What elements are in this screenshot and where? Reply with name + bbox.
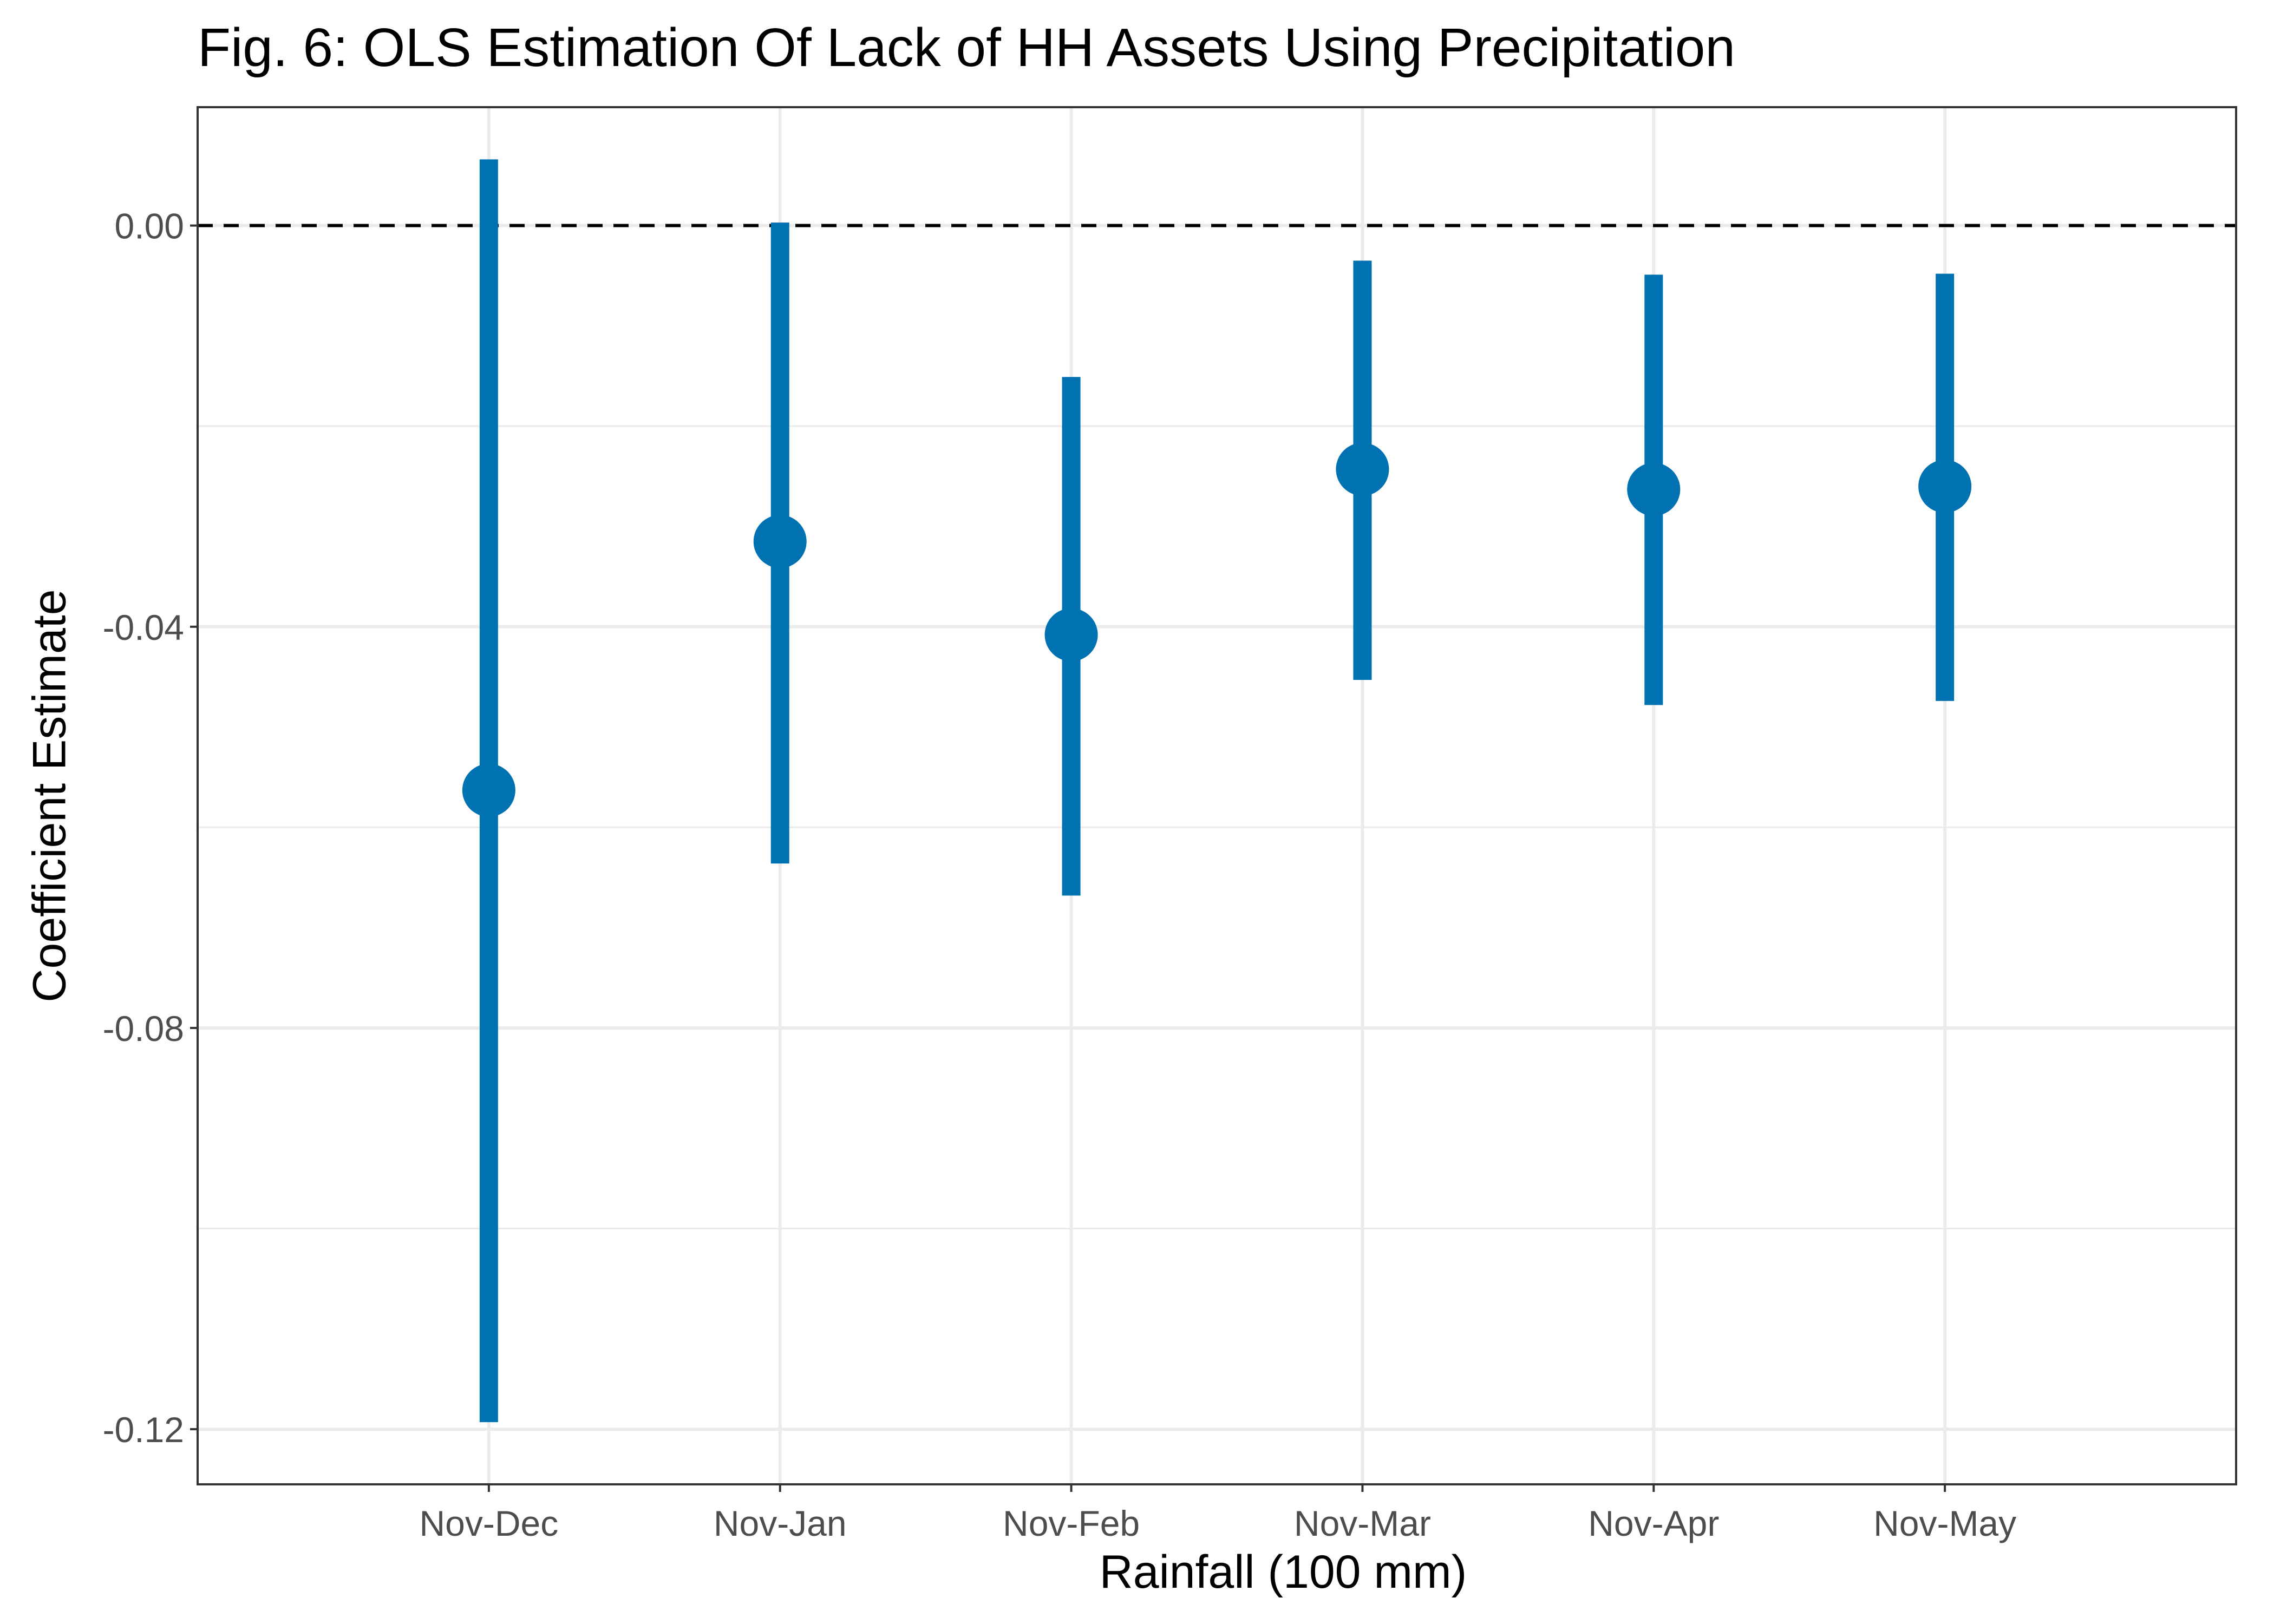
chart-title: Fig. 6: OLS Estimation Of Lack of HH Ass… [198,17,1736,78]
point-estimate [753,515,807,568]
point-estimate [1336,442,1389,496]
x-tick-label: Nov-Apr [1588,1503,1719,1543]
point-estimate [1044,608,1098,662]
axes-group: 0.00 -0.04 -0.08 -0.12 Nov-Dec Nov-Jan Nov-Feb… [103,106,2237,1543]
x-tick-label: Nov-Mar [1294,1503,1431,1543]
y-tick-label: 0.00 [115,206,184,246]
grid-lines [198,107,2236,1484]
plot-background [198,107,2236,1484]
plot-border [197,106,2237,1485]
x-tick-label: Nov-Dec [419,1503,558,1543]
x-tick-label: Nov-Jan [714,1503,847,1543]
y-tick-label: -0.12 [103,1410,184,1450]
point-estimate [1918,460,1972,513]
y-tick-label: -0.08 [103,1009,184,1049]
y-tick-label: -0.04 [103,607,184,647]
point-estimate [462,763,515,817]
x-tick-label: Nov-Feb [1003,1503,1140,1543]
y-axis-title: Coefficient Estimate [23,589,76,1003]
point-estimate [1627,462,1681,516]
error-bars-group [462,159,1972,1423]
x-tick-label: Nov-May [1873,1503,2016,1543]
x-axis-title: Rainfall (100 mm) [1099,1546,1467,1598]
